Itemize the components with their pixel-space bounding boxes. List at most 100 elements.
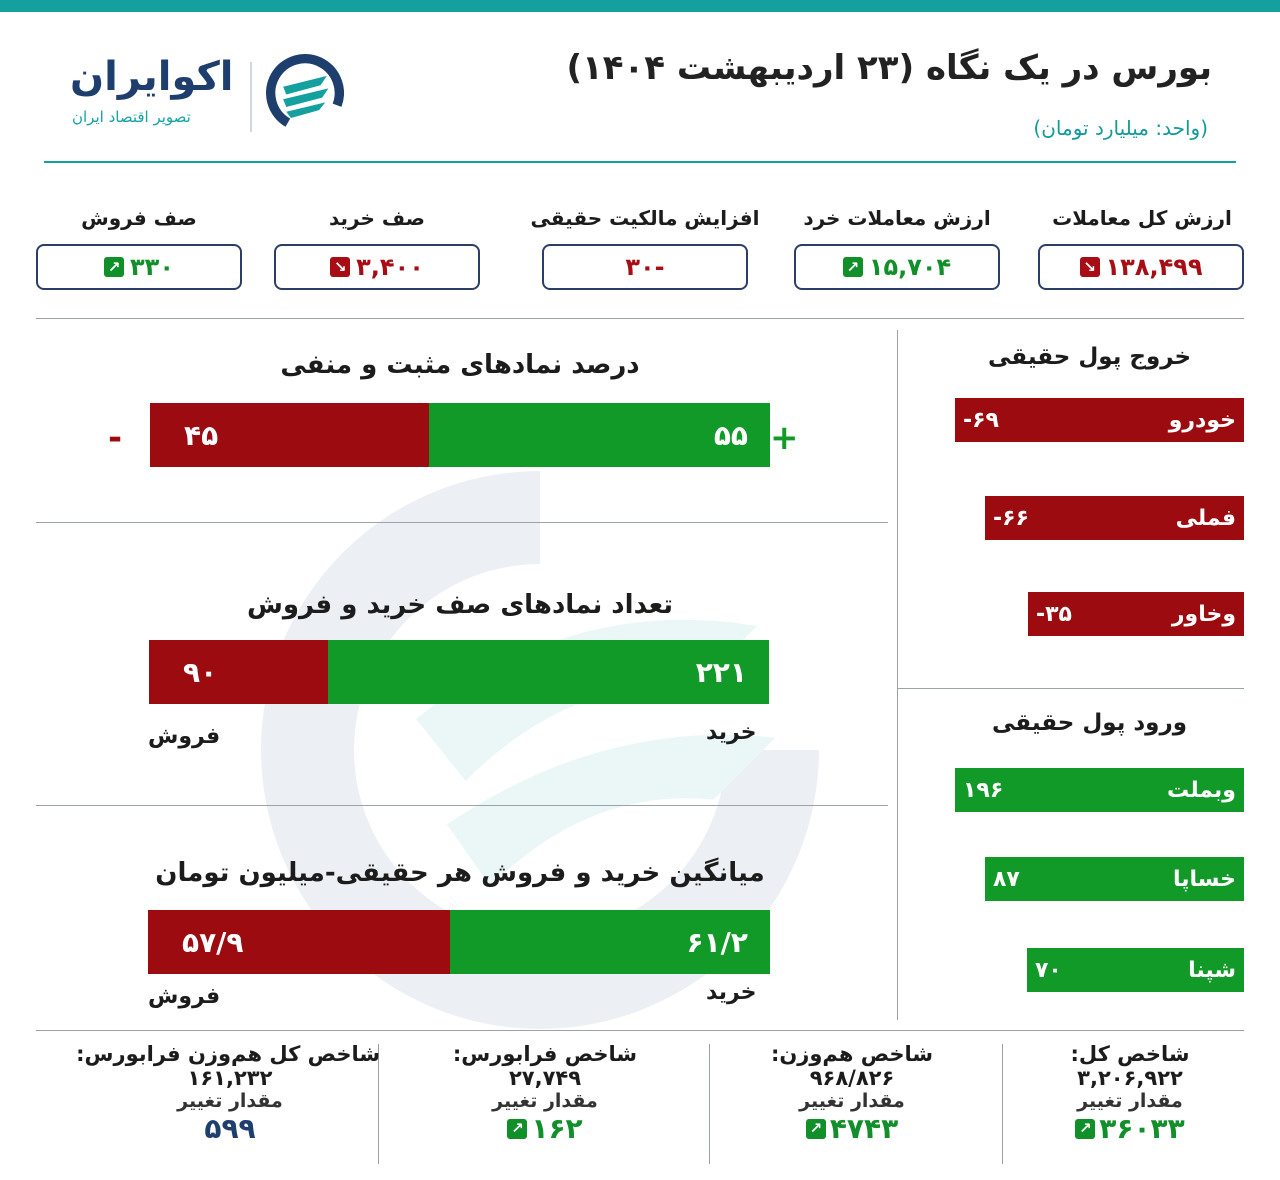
buy-queue-value: ۲۲۱ bbox=[695, 655, 747, 689]
index-value: ۳,۲۰۶,۹۲۲ bbox=[1077, 1066, 1183, 1090]
index-divider bbox=[378, 1044, 379, 1164]
queues-title: تعداد نمادهای صف خرید و فروش bbox=[246, 590, 674, 620]
stat-retail-value-card: ۱۵,۷۰۴ ↗ bbox=[794, 244, 1000, 290]
index-change: ۵۹۹ bbox=[80, 1112, 380, 1145]
index-name: شاخص کل: bbox=[1070, 1042, 1190, 1066]
section-divider bbox=[36, 1030, 1244, 1031]
stat-sell-queue-label: صف فروش bbox=[81, 206, 197, 230]
index-divider bbox=[1002, 1044, 1003, 1164]
stat-sell-queue-card: ۳۳۰ ↗ bbox=[36, 244, 242, 290]
avg-trade-bar: ۵۷/۹ ۶۱/۲ bbox=[148, 910, 770, 974]
section-divider bbox=[898, 688, 1244, 689]
positive-negative-bar: ۴۵ ۵۵ bbox=[150, 403, 770, 467]
arrow-down-icon: ↘ bbox=[1079, 257, 1100, 277]
outflow-item: -۳۵ وخاور bbox=[1028, 592, 1244, 636]
index-value: ۲۷,۷۴۹ bbox=[508, 1066, 582, 1090]
stat-real-ownership-value: -۳۰ bbox=[625, 253, 665, 281]
stat-sell-queue-value: ۳۳۰ bbox=[130, 253, 174, 281]
minus-sign: - bbox=[108, 418, 123, 458]
sell-queue-value: ۹۰ bbox=[183, 655, 218, 689]
index-change-value: ۱۶۲ bbox=[531, 1112, 583, 1145]
brand-logo-icon bbox=[266, 54, 344, 132]
top-accent-bar bbox=[0, 0, 1280, 12]
inflow-item: ۸۷ خساپا bbox=[985, 857, 1244, 901]
index-change: ۱۶۲ ↗ bbox=[415, 1112, 675, 1145]
index-value: ۱۶۱,۲۳۲ bbox=[187, 1066, 273, 1090]
negative-segment: ۴۵ bbox=[150, 403, 429, 467]
index-change: ۳۶۰۳۳ ↗ bbox=[1000, 1112, 1260, 1145]
index-divider bbox=[709, 1044, 710, 1164]
avg-buy-caption: خرید bbox=[706, 980, 757, 1005]
section-divider bbox=[36, 318, 1244, 319]
stat-total-value-label: ارزش کل معاملات bbox=[1052, 206, 1232, 230]
negative-value: ۴۵ bbox=[184, 418, 219, 452]
index-change-value: ۳۶۰۳۳ bbox=[1099, 1112, 1185, 1145]
outflow-name: وخاور bbox=[1171, 601, 1236, 627]
inflow-name: خساپا bbox=[1172, 866, 1236, 892]
avg-trade-title: میانگین خرید و فروش هر حقیقی-میلیون توما… bbox=[155, 858, 765, 888]
index-farabourse-equal-weight: شاخص کل هم‌وزن فرابورس: ۱۶۱,۲۳۲ مقدار تغ… bbox=[76, 1042, 380, 1145]
stat-total-value: ۱۳۸,۴۹۹ bbox=[1105, 253, 1203, 281]
stat-real-ownership-card: -۳۰ bbox=[542, 244, 748, 290]
outflow-value: -۶۹ bbox=[963, 407, 999, 433]
logo-divider bbox=[250, 62, 252, 132]
outflow-item: -۶۶ فملی bbox=[985, 496, 1244, 540]
outflow-name: خودرو bbox=[1168, 407, 1236, 433]
inflow-value: ۸۷ bbox=[993, 866, 1020, 892]
buy-caption: خرید bbox=[706, 720, 757, 745]
avg-sell-caption: فروش bbox=[148, 984, 221, 1009]
plus-sign: + bbox=[770, 418, 799, 458]
inflow-value: ۱۹۶ bbox=[963, 777, 1004, 803]
arrow-up-icon: ↗ bbox=[805, 1118, 826, 1139]
brand-tagline: تصویر اقتصاد ایران bbox=[72, 108, 191, 126]
sell-caption: فروش bbox=[148, 724, 221, 749]
column-divider bbox=[897, 330, 898, 1020]
index-name: شاخص کل هم‌وزن فرابورس: bbox=[76, 1042, 380, 1066]
positive-segment: ۵۵ bbox=[429, 403, 770, 467]
avg-buy-segment: ۶۱/۲ bbox=[450, 910, 770, 974]
unit-note: (واحد: میلیارد تومان) bbox=[1033, 116, 1208, 140]
inflow-value: ۷۰ bbox=[1035, 957, 1062, 983]
avg-sell-value: ۵۷/۹ bbox=[182, 925, 244, 959]
index-change-value: ۵۹۹ bbox=[204, 1112, 256, 1145]
stat-retail-value-label: ارزش معاملات خرد bbox=[803, 206, 991, 230]
positive-value: ۵۵ bbox=[713, 418, 748, 452]
positive-negative-title: درصد نمادهای مثبت و منفی bbox=[280, 350, 640, 380]
header-divider bbox=[44, 161, 1236, 163]
brand-logo-text: اکوایران bbox=[70, 54, 234, 100]
inflow-title: ورود پول حقیقی bbox=[992, 710, 1188, 736]
index-change-value: ۴۷۴۳ bbox=[829, 1112, 899, 1145]
inflow-item: ۱۹۶ وبملت bbox=[955, 768, 1244, 812]
outflow-item: -۶۹ خودرو bbox=[955, 398, 1244, 442]
inflow-name: شپنا bbox=[1188, 957, 1236, 983]
arrow-up-icon: ↗ bbox=[1075, 1118, 1096, 1139]
index-change-label: مقدار تغییر bbox=[492, 1090, 598, 1112]
index-change: ۴۷۴۳ ↗ bbox=[722, 1112, 982, 1145]
section-divider bbox=[36, 805, 888, 806]
watermark-logo bbox=[261, 471, 819, 1029]
index-name: شاخص هم‌وزن: bbox=[770, 1042, 934, 1066]
arrow-up-icon: ↗ bbox=[104, 257, 125, 277]
avg-buy-value: ۶۱/۲ bbox=[686, 925, 748, 959]
index-value: ۹۶۸/۸۲۶ bbox=[809, 1066, 895, 1090]
outflow-title: خروج پول حقیقی bbox=[988, 344, 1192, 370]
section-divider bbox=[36, 522, 888, 523]
avg-sell-segment: ۵۷/۹ bbox=[148, 910, 451, 974]
arrow-up-icon: ↗ bbox=[842, 257, 863, 277]
stat-buy-queue-card: ۳,۴۰۰ ↘ bbox=[274, 244, 480, 290]
outflow-name: فملی bbox=[1175, 505, 1236, 531]
outflow-value: -۳۵ bbox=[1036, 601, 1072, 627]
queues-bar: ۹۰ ۲۲۱ bbox=[149, 640, 769, 704]
page-title: بورس در یک نگاه (۲۳ اردیبهشت ۱۴۰۴) bbox=[566, 48, 1212, 88]
stat-buy-queue-label: صف خرید bbox=[328, 206, 426, 230]
index-name: شاخص فرابورس: bbox=[452, 1042, 638, 1066]
stat-total-value-card: ۱۳۸,۴۹۹ ↘ bbox=[1038, 244, 1244, 290]
stat-real-ownership-label: افزایش مالکیت حقیقی bbox=[530, 206, 760, 230]
inflow-name: وبملت bbox=[1167, 777, 1236, 803]
outflow-value: -۶۶ bbox=[993, 505, 1029, 531]
arrow-down-icon: ↘ bbox=[330, 257, 351, 277]
index-total: شاخص کل: ۳,۲۰۶,۹۲۲ مقدار تغییر ۳۶۰۳۳ ↗ bbox=[1000, 1042, 1260, 1145]
arrow-up-icon: ↗ bbox=[507, 1118, 528, 1139]
index-change-label: مقدار تغییر bbox=[177, 1090, 283, 1112]
stat-retail-value: ۱۵,۷۰۴ bbox=[868, 253, 952, 281]
